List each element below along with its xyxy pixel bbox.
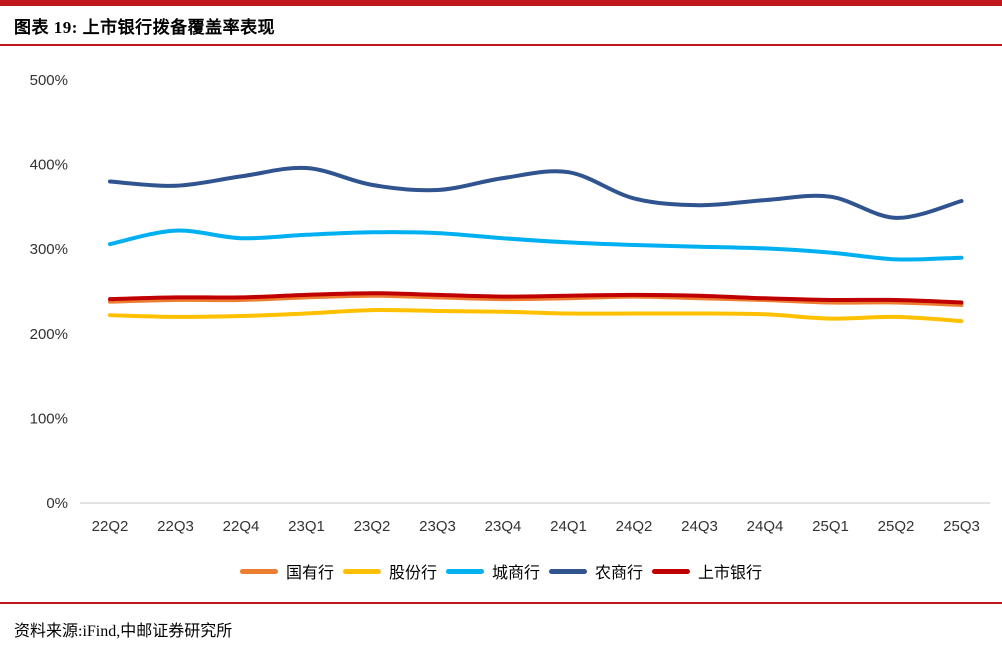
figure-title: 图表 19: 上市银行拨备覆盖率表现: [14, 18, 276, 37]
legend-swatch-icon: [445, 568, 484, 574]
x-axis-tick: 23Q2: [354, 518, 391, 535]
title-divider: [0, 44, 1002, 46]
y-axis-tick: 300%: [30, 241, 68, 258]
series-line-3: [108, 165, 964, 220]
x-axis-tick: 23Q1: [288, 518, 325, 535]
x-axis-tick: 24Q3: [681, 518, 718, 535]
x-axis-tick: 22Q3: [157, 518, 194, 535]
x-axis-tick: 22Q2: [92, 518, 129, 535]
footer-divider: [0, 602, 1002, 604]
legend-swatch-icon: [652, 568, 691, 574]
legend-item-0: 国有行: [239, 559, 334, 583]
chart-legend: 国有行 股份行 城商行 农商行 上市银行: [0, 558, 1002, 584]
x-axis-tick: 23Q4: [485, 518, 522, 535]
x-axis-tick: 23Q3: [419, 518, 456, 535]
x-axis-tick: 22Q4: [223, 518, 260, 535]
legend-swatch-icon: [342, 568, 381, 574]
x-axis-tick: 25Q1: [812, 518, 849, 535]
legend-item-2: 城商行: [445, 559, 540, 583]
x-axis-tick: 24Q1: [550, 518, 587, 535]
y-axis-tick: 0%: [46, 495, 68, 512]
y-axis-tick: 500%: [30, 72, 68, 89]
legend-label: 上市银行: [698, 565, 763, 582]
y-axis-tick: 100%: [30, 410, 68, 427]
y-axis-tick: 200%: [30, 326, 68, 343]
x-axis-tick: 25Q3: [943, 518, 980, 535]
legend-label: 农商行: [595, 565, 644, 582]
legend-item-4: 上市银行: [652, 559, 762, 583]
legend-item-3: 农商行: [549, 559, 643, 583]
x-axis-tick: 24Q4: [747, 518, 784, 535]
x-axis-tick: 24Q2: [616, 518, 653, 535]
source-note: 资料来源:iFind,中邮证券研究所: [14, 623, 233, 640]
series-line-2: [108, 228, 964, 262]
y-axis-tick: 400%: [30, 157, 68, 174]
legend-swatch-icon: [549, 568, 587, 574]
x-axis-tick: 25Q2: [878, 518, 915, 535]
legend-swatch-icon: [239, 568, 278, 574]
legend-label: 城商行: [491, 565, 540, 582]
top-divider-bar: [0, 0, 1002, 6]
legend-label: 股份行: [388, 565, 437, 582]
legend-label: 国有行: [285, 565, 334, 582]
legend-item-1: 股份行: [342, 559, 437, 583]
series-line-4: [108, 291, 964, 305]
series-line-1: [108, 308, 964, 324]
series-line-0: [108, 293, 964, 307]
